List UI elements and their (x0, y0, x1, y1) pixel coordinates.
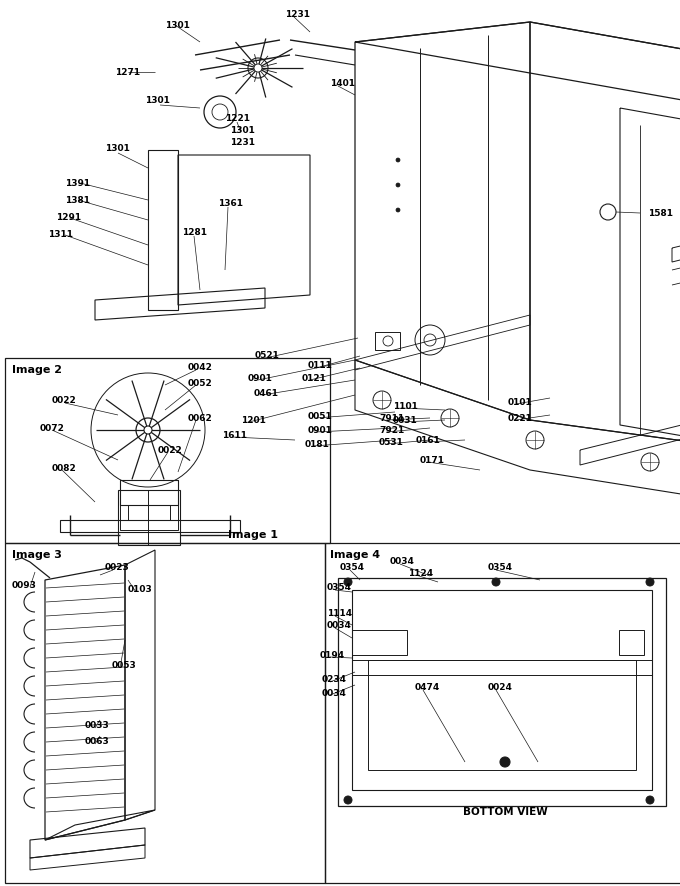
Text: 0111: 0111 (308, 361, 333, 370)
Text: 0072: 0072 (40, 424, 65, 432)
Text: 1301: 1301 (230, 126, 255, 135)
Text: 0181: 0181 (305, 439, 330, 448)
Text: 1611: 1611 (222, 431, 247, 439)
Text: 1381: 1381 (65, 196, 90, 205)
Text: 1114: 1114 (327, 610, 352, 618)
Text: 0034: 0034 (322, 688, 347, 697)
Text: 1271: 1271 (115, 67, 140, 76)
Text: 0022: 0022 (158, 446, 183, 455)
Text: 0023: 0023 (105, 563, 130, 572)
Text: 0531: 0531 (379, 438, 404, 447)
Text: 0221: 0221 (508, 414, 533, 423)
Text: 0024: 0024 (488, 683, 513, 693)
Text: 0354: 0354 (340, 563, 365, 572)
Circle shape (396, 208, 400, 212)
Text: 0031: 0031 (393, 416, 418, 424)
Text: 0161: 0161 (416, 436, 441, 445)
Text: 1231: 1231 (230, 137, 255, 146)
Text: 1361: 1361 (218, 198, 243, 207)
Bar (338, 578, 666, 806)
Text: 1311: 1311 (48, 229, 73, 238)
Bar (368, 660, 636, 770)
Text: 0082: 0082 (52, 463, 77, 472)
Text: 1281: 1281 (182, 228, 207, 237)
Circle shape (344, 578, 352, 586)
Bar (325, 543, 680, 883)
Text: 0062: 0062 (188, 414, 213, 423)
Circle shape (396, 158, 400, 162)
Text: Image 1: Image 1 (228, 530, 278, 540)
Text: 1301: 1301 (105, 144, 130, 152)
Text: 0063: 0063 (85, 737, 109, 747)
Text: 0034: 0034 (327, 621, 352, 631)
Circle shape (396, 183, 400, 187)
Text: Image 4: Image 4 (330, 550, 380, 560)
Text: 1581: 1581 (648, 208, 673, 217)
Text: 0474: 0474 (415, 683, 440, 693)
Text: 1221: 1221 (225, 113, 250, 122)
Text: 0354: 0354 (488, 563, 513, 572)
Text: 1201: 1201 (241, 416, 266, 424)
Text: 7921: 7921 (379, 425, 404, 434)
Circle shape (144, 426, 152, 434)
Text: 0354: 0354 (327, 584, 352, 593)
Bar (118, 490, 180, 545)
Text: 1301: 1301 (165, 20, 190, 29)
Bar (5, 543, 325, 883)
Text: 1401: 1401 (330, 79, 355, 88)
Text: 0461: 0461 (254, 388, 279, 398)
Text: 0171: 0171 (420, 455, 445, 464)
Text: 1291: 1291 (56, 213, 81, 222)
Circle shape (344, 796, 352, 804)
Text: Image 3: Image 3 (12, 550, 62, 560)
Bar (352, 630, 407, 655)
Text: 0101: 0101 (508, 398, 532, 407)
Text: 0901: 0901 (308, 425, 333, 434)
Bar (352, 590, 652, 790)
Circle shape (646, 578, 654, 586)
Text: 0103: 0103 (128, 586, 153, 595)
Text: 0053: 0053 (112, 662, 137, 671)
Circle shape (500, 757, 510, 767)
Circle shape (646, 796, 654, 804)
Text: 0234: 0234 (322, 675, 347, 685)
Text: 0194: 0194 (320, 650, 345, 659)
Circle shape (492, 578, 500, 586)
Text: BOTTOM VIEW: BOTTOM VIEW (462, 807, 547, 817)
Text: 0034: 0034 (390, 557, 415, 566)
Circle shape (254, 64, 262, 72)
Text: 0093: 0093 (12, 580, 37, 589)
Text: 1124: 1124 (408, 569, 433, 578)
Text: 0022: 0022 (52, 395, 77, 405)
Text: 1101: 1101 (393, 401, 418, 410)
Bar (375, 332, 400, 350)
Text: 0051: 0051 (308, 411, 333, 421)
Text: 0052: 0052 (188, 378, 213, 387)
Text: 0033: 0033 (85, 721, 109, 730)
Text: Image 2: Image 2 (12, 365, 62, 375)
Bar (5, 358, 330, 543)
Bar (619, 630, 644, 655)
Text: 1391: 1391 (65, 178, 90, 188)
Text: 7911: 7911 (379, 414, 404, 423)
Text: 0521: 0521 (255, 352, 280, 361)
Text: 0121: 0121 (302, 374, 327, 383)
Text: 1301: 1301 (145, 96, 170, 105)
Text: 0042: 0042 (188, 362, 213, 371)
Text: 0901: 0901 (248, 374, 273, 383)
Text: 1231: 1231 (285, 10, 310, 19)
